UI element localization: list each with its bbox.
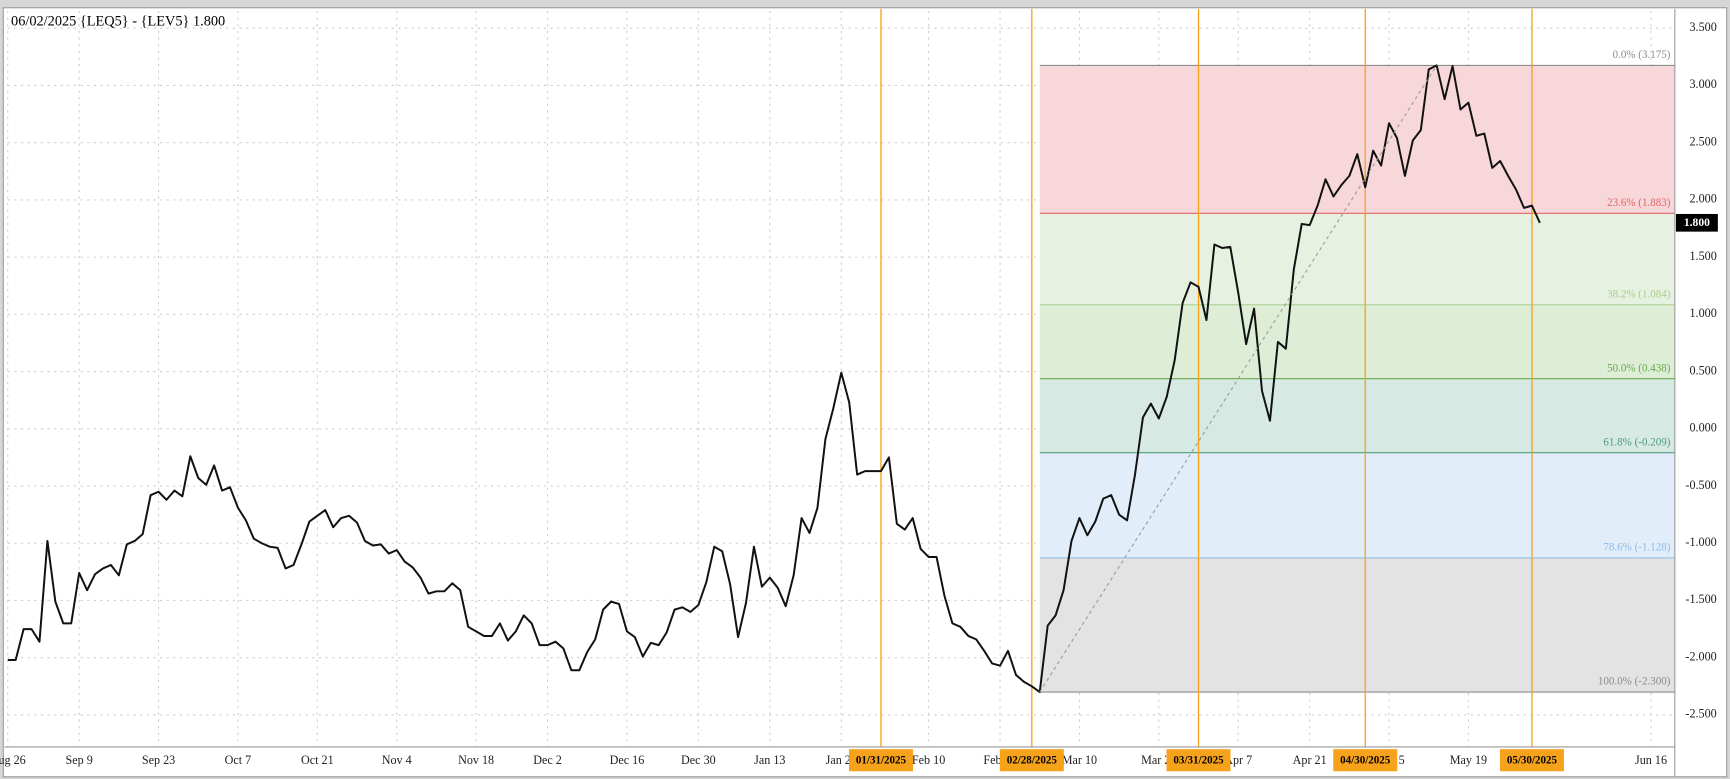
fib-level-label: 100.0% (-2.300) [1598,676,1671,688]
date-marker-box [1166,749,1231,772]
price-tag-label: 1.800 [1684,216,1710,229]
y-tick-label: 2.000 [1689,192,1716,206]
y-tick-label: -2.500 [1685,707,1716,721]
fib-level-label: 78.6% (-1.128) [1603,542,1670,554]
price-tag-box [1675,213,1718,232]
x-tick-label: Feb 10 [912,753,945,767]
fib-band [1039,304,1675,379]
x-tick-label: Sep 23 [142,753,175,767]
date-marker-label: 04/30/2025 [1340,754,1391,766]
x-tick-label: Nov 4 [382,753,412,767]
y-tick-label: 1.000 [1689,306,1716,320]
y-tick-label: 3.500 [1689,20,1716,34]
chart-title: 06/02/2025 {LEQ5} - {LEV5} 1.800 [11,13,225,29]
x-tick-label: Oct 21 [301,753,334,767]
date-marker-box [1499,749,1564,772]
y-tick-label: -2.000 [1685,649,1716,663]
data-line [7,64,1541,694]
fib-level-label: 0.0% (3.175) [1613,49,1671,61]
x-tick-label: Sep 9 [66,753,93,767]
y-tick-label: -1.500 [1685,592,1716,606]
marker-layer [880,8,1533,747]
fib-level-label: 61.8% (-0.209) [1603,436,1670,448]
x-tick-label: Jun 16 [1635,753,1667,767]
y-tick-label: 0.000 [1689,421,1716,435]
y-tick-label: -1.000 [1685,535,1716,549]
x-tick-label: Dec 16 [610,753,645,767]
fib-band [1039,378,1675,453]
date-marker-label: 05/30/2025 [1507,754,1558,766]
fib-layer: 0.0% (3.175) 23.6% (1.883) 38.2% (1.084) 50… [1039,49,1675,693]
y-tick-label: 0.500 [1689,363,1716,377]
fib-level-label: 50.0% (0.438) [1607,362,1671,374]
label-layer: 3.500 3.000 2.500 2.000 1.500 1.000 0.500 0.000… [0,20,1718,772]
x-tick-label: May 19 [1450,753,1487,767]
date-marker-box [848,749,913,772]
x-tick-label: Dec 2 [533,753,562,767]
fib-band [1039,213,1675,305]
fib-band [1039,452,1675,558]
x-tick-label: Mar 10 [1062,753,1097,767]
y-tick-label: -0.500 [1685,478,1716,492]
x-tick-label: Jan 13 [754,753,785,767]
fib-trend-line [1039,65,1438,693]
x-tick-label: Oct 7 [225,753,252,767]
x-tick-label: Apr 7 [1224,753,1252,767]
date-marker-label: 03/31/2025 [1173,754,1224,766]
date-marker-box [999,749,1064,772]
fib-band [1039,557,1675,693]
date-marker-box [1333,749,1398,772]
line-layer [7,64,1541,694]
date-marker-label: 02/28/2025 [1007,754,1058,766]
y-tick-label: 2.500 [1689,134,1716,148]
date-marker-label: 01/31/2025 [856,754,907,766]
fib-level-label: 38.2% (1.084) [1607,288,1671,300]
fib-band [1039,65,1675,214]
x-tick-label: Nov 18 [458,753,494,767]
x-tick-label: Aug 26 [0,753,26,767]
x-tick-label: Dec 30 [681,753,716,767]
fib-level-label: 23.6% (1.883) [1607,197,1671,209]
y-tick-label: 1.500 [1689,249,1716,263]
x-tick-label: Apr 21 [1293,753,1327,767]
y-tick-label: 3.000 [1689,77,1716,91]
